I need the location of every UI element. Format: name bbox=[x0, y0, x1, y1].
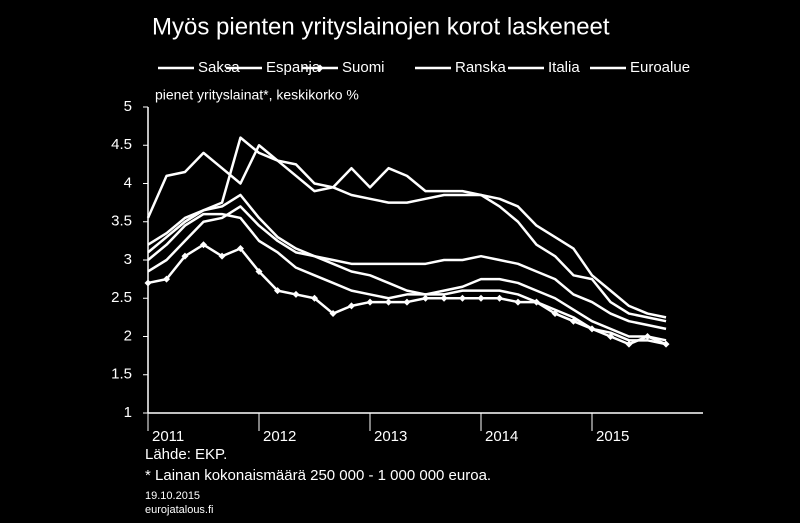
x-tick-label: 2014 bbox=[485, 428, 518, 445]
y-tick-label: 1 bbox=[124, 404, 132, 421]
series-line bbox=[146, 144, 667, 319]
x-tick-label: 2013 bbox=[374, 428, 407, 445]
legend-label: Suomi bbox=[342, 59, 385, 76]
point-marker bbox=[329, 310, 337, 318]
point-marker bbox=[403, 298, 411, 306]
y-tick-label: 1.5 bbox=[111, 366, 132, 383]
y-tick-label: 3.5 bbox=[111, 213, 132, 230]
point-marker bbox=[644, 333, 651, 340]
point-marker bbox=[458, 294, 466, 302]
point-marker bbox=[496, 294, 504, 302]
y-tick-label: 3 bbox=[124, 251, 132, 268]
point-marker bbox=[200, 241, 207, 249]
point-marker bbox=[144, 279, 152, 287]
y-tick-label: 2.5 bbox=[111, 289, 132, 306]
point-marker bbox=[292, 290, 300, 298]
point-marker bbox=[311, 294, 318, 302]
date: 19.10.2015 bbox=[145, 490, 200, 502]
point-marker bbox=[422, 294, 429, 302]
y-tick-label: 4.5 bbox=[111, 136, 132, 153]
y-tick-label: 2 bbox=[124, 327, 132, 344]
legend-label: Italia bbox=[548, 59, 580, 76]
legend-label: Saksa bbox=[198, 59, 240, 76]
point-marker bbox=[218, 252, 226, 260]
chart-title: Myös pienten yrityslainojen korot lasken… bbox=[152, 13, 610, 40]
series-line bbox=[147, 205, 667, 331]
note: * Lainan kokonaismäärä 250 000 - 1 000 0… bbox=[145, 467, 491, 484]
x-tick-label: 2011 bbox=[152, 428, 184, 445]
point-marker bbox=[514, 298, 522, 306]
y-tick-label: 5 bbox=[124, 98, 132, 115]
point-marker bbox=[440, 294, 448, 302]
site: eurojatalous.fi bbox=[145, 504, 214, 516]
y-tick-label: 4 bbox=[124, 174, 132, 191]
point-marker bbox=[477, 294, 485, 302]
source: Lähde: EKP. bbox=[145, 446, 227, 463]
legend-label: Espanja bbox=[266, 59, 321, 76]
legend-marker bbox=[316, 64, 324, 72]
series-line bbox=[147, 136, 667, 323]
point-marker bbox=[236, 245, 244, 253]
legend-label: Ranska bbox=[455, 59, 507, 76]
legend-label: Euroalue bbox=[630, 59, 690, 76]
x-tick-label: 2012 bbox=[263, 428, 296, 445]
point-marker bbox=[347, 302, 355, 310]
series-line bbox=[147, 193, 667, 346]
point-marker bbox=[255, 267, 263, 275]
point-marker bbox=[366, 298, 374, 306]
subtitle: pienet yrityslainat*, keskikorko % bbox=[155, 87, 359, 103]
point-marker bbox=[385, 298, 393, 306]
point-marker bbox=[181, 252, 189, 260]
point-marker bbox=[274, 287, 282, 295]
series-line bbox=[147, 212, 667, 342]
x-tick-label: 2015 bbox=[596, 428, 629, 445]
point-marker bbox=[625, 340, 633, 348]
point-marker bbox=[163, 275, 171, 283]
